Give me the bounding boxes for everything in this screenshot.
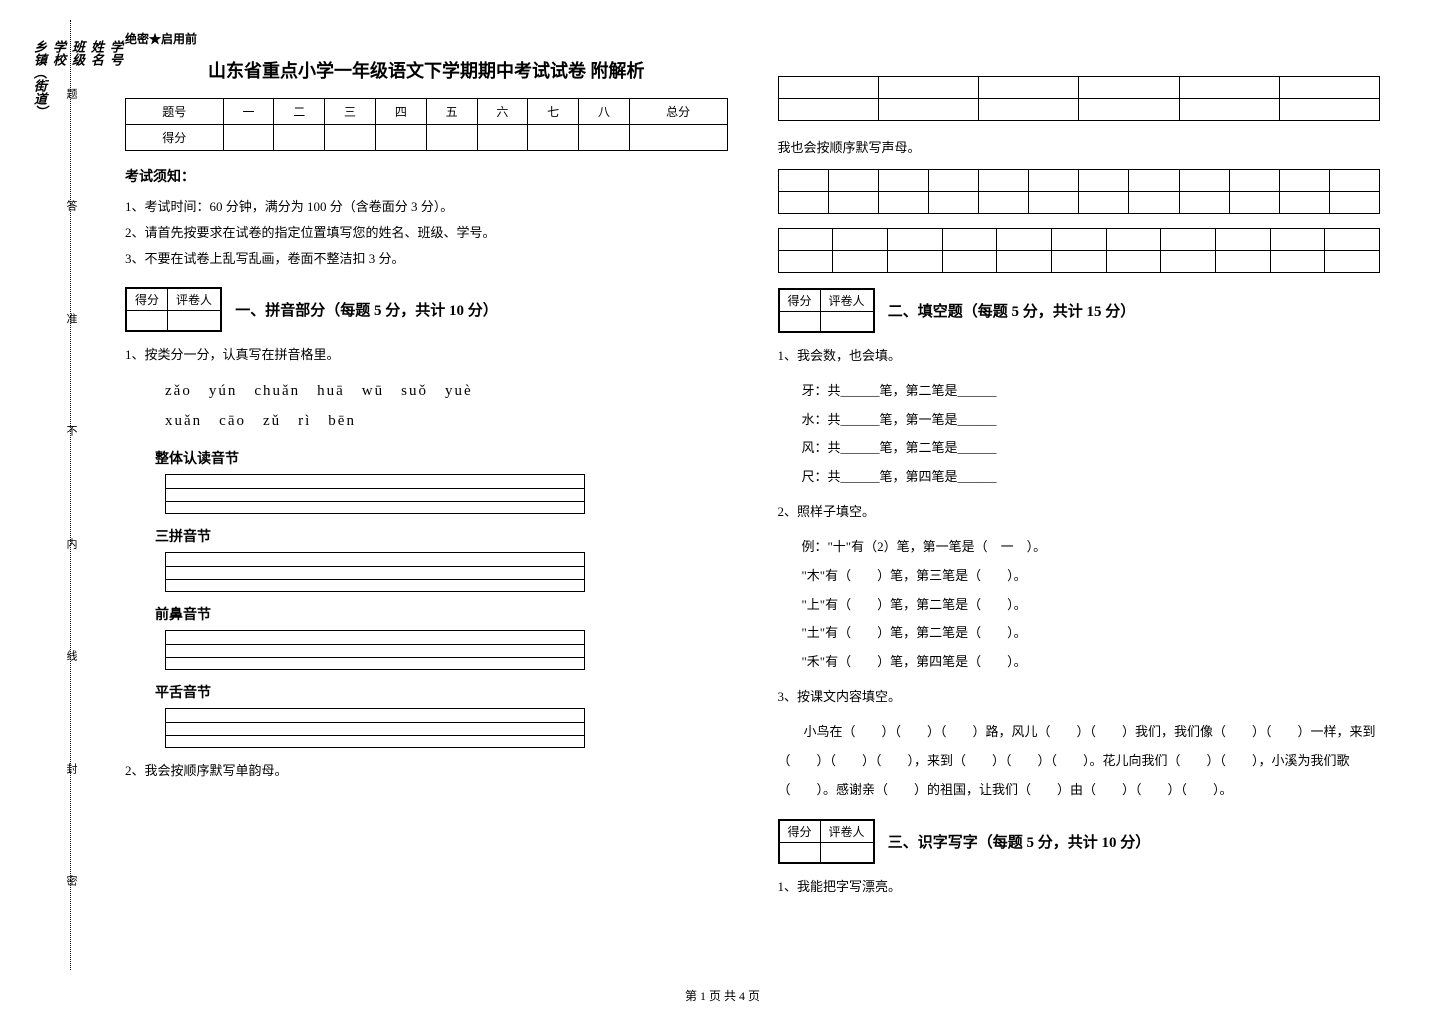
instruction-item: 2、请首先按要求在试卷的指定位置填写您的姓名、班级、学号。	[125, 220, 728, 246]
q2-1-line: 水：共______笔，第一笔是______	[802, 406, 1381, 435]
score-summary-table: 题号 一 二 三 四 五 六 七 八 总分 得分	[125, 98, 728, 151]
instructions-list: 1、考试时间：60 分钟，满分为 100 分（含卷面分 3 分）。 2、请首先按…	[125, 194, 728, 272]
writing-lines	[165, 630, 585, 670]
section-3-title: 三、识字写字（每题 5 分，共计 10 分）	[888, 831, 1151, 852]
exam-title: 山东省重点小学一年级语文下学期期中考试试卷 附解析	[125, 57, 728, 83]
q2-2-line: "上"有（ ）笔，第二笔是（ ）。	[802, 591, 1381, 620]
instruction-item: 3、不要在试卷上乱写乱画，卷面不整洁扣 3 分。	[125, 246, 728, 272]
q2-1-line: 风：共______笔，第二笔是______	[802, 434, 1381, 463]
q2-3-content: 小鸟在（ ）（ ）（ ）路，风儿（ ）（ ）我们，我们像（ ）（ ）一样，来到（…	[778, 718, 1381, 804]
q2-2-line: "木"有（ ）笔，第三笔是（ ）。	[802, 562, 1381, 591]
q2-2-line: "禾"有（ ）笔，第四笔是（ ）。	[802, 648, 1381, 677]
q2-1-line: 牙：共______笔，第二笔是______	[802, 377, 1381, 406]
q2-2-example: 例："十"有（2）笔，第一笔是（ 一 ）。	[802, 533, 1381, 562]
sub-qianbi: 前鼻音节	[155, 604, 728, 624]
table-row: 题号 一 二 三 四 五 六 七 八 总分	[126, 99, 728, 125]
side-label-xuehao: 学号	[106, 40, 125, 940]
writing-lines	[165, 474, 585, 514]
q2-1-text: 1、我会数，也会填。	[778, 343, 1381, 369]
consonant-grid-2	[778, 228, 1381, 273]
instruction-item: 1、考试时间：60 分钟，满分为 100 分（含卷面分 3 分）。	[125, 194, 728, 220]
score-box: 得分评卷人	[125, 287, 222, 332]
section-3-header: 得分评卷人 三、识字写字（每题 5 分，共计 10 分）	[778, 819, 1381, 864]
section-2-header: 得分评卷人 二、填空题（每题 5 分，共计 15 分）	[778, 288, 1381, 333]
writing-lines	[165, 552, 585, 592]
writing-lines	[165, 708, 585, 748]
vowel-grid	[778, 76, 1381, 121]
q1-2-text: 2、我会按顺序默写单韵母。	[125, 758, 728, 784]
shengmu-text: 我也会按顺序默写声母。	[778, 135, 1381, 161]
page-footer: 第 1 页 共 4 页	[0, 987, 1445, 1004]
q1-1-text: 1、按类分一分，认真写在拼音格里。	[125, 342, 728, 368]
section-1-header: 得分评卷人 一、拼音部分（每题 5 分，共计 10 分）	[125, 287, 728, 332]
side-label-xingming: 姓名	[87, 40, 106, 940]
section-2-title: 二、填空题（每题 5 分，共计 15 分）	[888, 300, 1136, 321]
pinyin-row-1: zǎo yún chuǎn huā wū suǒ yuè	[165, 376, 728, 406]
confidential-label: 绝密★启用前	[125, 30, 728, 47]
q2-3-text: 3、按课文内容填空。	[778, 684, 1381, 710]
score-box: 得分评卷人	[778, 288, 875, 333]
q2-2-text: 2、照样子填空。	[778, 499, 1381, 525]
sealing-labels: 题 答 准 不 内 线 封 密	[63, 40, 79, 940]
score-box: 得分评卷人	[778, 819, 875, 864]
right-column: 我也会按顺序默写声母。 得分评卷人 二、填空题（每题 5 分，共计 15 分） …	[753, 30, 1406, 908]
q2-2-line: "土"有（ ）笔，第二笔是（ ）。	[802, 619, 1381, 648]
sub-sanpin: 三拼音节	[155, 526, 728, 546]
instructions-header: 考试须知：	[125, 166, 728, 186]
left-column: 绝密★启用前 山东省重点小学一年级语文下学期期中考试试卷 附解析 题号 一 二 …	[100, 30, 753, 908]
section-1-title: 一、拼音部分（每题 5 分，共计 10 分）	[235, 299, 498, 320]
sub-zhengti: 整体认读音节	[155, 448, 728, 468]
q3-1-text: 1、我能把字写漂亮。	[778, 874, 1381, 900]
page-container: 绝密★启用前 山东省重点小学一年级语文下学期期中考试试卷 附解析 题号 一 二 …	[0, 0, 1445, 938]
sub-pingshe: 平舌音节	[155, 682, 728, 702]
q2-1-line: 尺：共______笔，第四笔是______	[802, 463, 1381, 492]
consonant-grid-1	[778, 169, 1381, 214]
side-label-xiangzhen: 乡镇（街道）	[30, 40, 49, 940]
pinyin-row-2: xuǎn cāo zǔ rì bēn	[165, 406, 728, 436]
table-row: 得分	[126, 125, 728, 151]
